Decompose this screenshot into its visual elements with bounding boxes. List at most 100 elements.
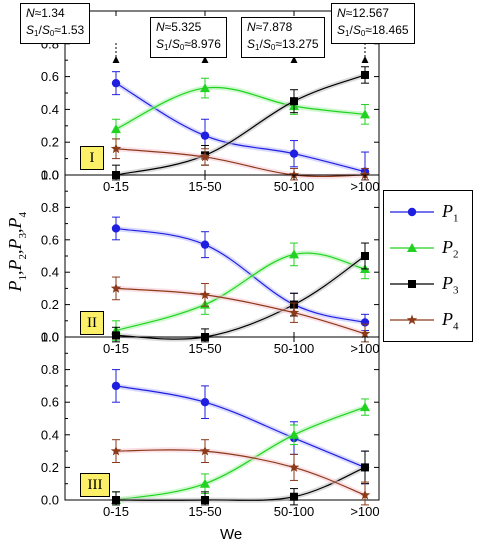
data-point <box>288 169 300 180</box>
y-label-p1: P1 <box>5 275 29 292</box>
series-line <box>115 385 366 468</box>
series-shadow <box>114 81 366 175</box>
data-point <box>361 463 369 472</box>
data-point <box>289 249 299 259</box>
annotation-n-line: N≈7.878 <box>247 20 293 34</box>
data-point <box>200 131 210 140</box>
annotation-box: N≈5.325 S1/S0≈8.976 <box>150 17 227 58</box>
legend-marker <box>406 314 418 325</box>
data-point <box>110 282 122 293</box>
y-tick-label: 0.6 <box>41 232 59 247</box>
series-shadow <box>115 225 366 325</box>
x-tick-label: 15-50 <box>188 179 221 194</box>
data-point <box>199 289 211 300</box>
x-tick-label: 50-100 <box>274 179 314 194</box>
data-point <box>288 461 300 472</box>
data-point <box>289 429 299 439</box>
panel-ii: 0.0 0.2 0.4 0.6 0.8 1.0 0-15 15-50 50-100 >100 <box>41 168 380 357</box>
annotation-arrow-head <box>290 56 298 63</box>
x-tick-label: 15-50 <box>188 504 221 519</box>
data-point <box>289 149 299 158</box>
data-point <box>200 240 210 249</box>
y-tick-label: 0.8 <box>41 362 59 377</box>
x-tick-label: >100 <box>350 179 379 194</box>
y-tick-label: 0.4 <box>41 427 59 442</box>
series-shadow <box>115 447 366 498</box>
annotation-arrow-head <box>201 56 209 63</box>
legend-marker <box>407 207 417 217</box>
legend-swatch <box>390 207 434 217</box>
data-point <box>359 169 371 180</box>
y-tick-label: 0.6 <box>41 395 59 410</box>
annotation-n-line: N≈1.34 <box>26 6 65 20</box>
data-point <box>111 78 121 88</box>
y-tick-label: 0.2 <box>41 460 59 475</box>
x-tick-label: 50-100 <box>274 341 314 356</box>
data-point <box>111 224 121 233</box>
data-point <box>110 143 122 154</box>
x-axis-label: We <box>220 526 243 543</box>
series-line <box>115 449 366 496</box>
y-tick-label: 0.4 <box>41 102 59 117</box>
annotation-box: N≈7.878 S1/S0≈13.275 <box>241 17 325 58</box>
series-p1 <box>111 216 370 332</box>
series-p4 <box>110 276 371 343</box>
annotation-arrow-head <box>361 56 369 63</box>
annotation-arrow-head <box>112 56 120 63</box>
series-line <box>115 86 366 130</box>
legend-label: P3 <box>442 273 459 297</box>
annotation-s-line: S1/S0≈18.465 <box>337 23 409 38</box>
data-point <box>359 489 371 500</box>
data-point <box>111 124 121 134</box>
y-label-p3: P3 <box>5 233 29 250</box>
legend-marker <box>407 243 417 252</box>
data-point <box>360 109 370 119</box>
x-tick-label: 15-50 <box>188 341 221 356</box>
data-point <box>361 70 369 79</box>
x-tick-label: >100 <box>350 341 379 356</box>
y-axis-label: P1,P2,P3,P4 <box>5 212 29 292</box>
x-tick-label: 0-15 <box>103 504 129 519</box>
panel-label-ii: II <box>80 311 104 335</box>
annotation-n-line: N≈12.567 <box>337 6 389 20</box>
legend-swatch <box>390 243 434 252</box>
series-line <box>115 82 366 173</box>
series-line <box>115 255 366 340</box>
x-tick-label: 0-15 <box>103 179 129 194</box>
data-point <box>359 328 371 339</box>
y-tick-label: 1.0 <box>41 330 59 345</box>
annotation-n-line: N≈5.325 <box>156 20 202 34</box>
x-tick-label: 0-15 <box>103 341 129 356</box>
y-tick-label: 0.2 <box>41 135 59 150</box>
annotation-s-line: S1/S0≈1.53 <box>26 23 85 38</box>
series-line <box>115 227 366 324</box>
data-point <box>111 381 121 391</box>
legend-label: P4 <box>442 309 459 333</box>
y-tick-label: 0.0 <box>41 493 59 508</box>
legend-item-p3: P3 <box>384 267 472 301</box>
panel-label-iii: III <box>80 473 110 497</box>
series-p2 <box>111 398 370 506</box>
legend: P1 P2 P3 P4 <box>383 190 473 342</box>
y-tick-label: 0.4 <box>41 265 59 280</box>
data-point <box>360 402 370 412</box>
y-tick-label: 0.0 <box>41 330 59 345</box>
data-point <box>199 445 211 456</box>
legend-item-p1: P1 <box>384 195 472 229</box>
annotation-s-line: S1/S0≈8.976 <box>156 37 221 52</box>
legend-item-p4: P4 <box>384 303 472 337</box>
data-point <box>361 252 369 260</box>
legend-swatch <box>390 280 434 288</box>
series-p4 <box>110 138 371 181</box>
y-tick-label: 1.0 <box>41 168 59 183</box>
data-point <box>200 83 210 93</box>
legend-swatch <box>390 314 434 325</box>
legend-label: P1 <box>442 201 459 225</box>
series-line <box>115 148 366 178</box>
panel-iii: 0.0 0.2 0.4 0.6 0.8 1.0 0-15 15-50 50-100 >100 <box>41 330 380 520</box>
y-tick-label: 0.0 <box>41 168 59 183</box>
y-tick-label: 0.8 <box>41 200 59 215</box>
data-point <box>199 151 211 162</box>
